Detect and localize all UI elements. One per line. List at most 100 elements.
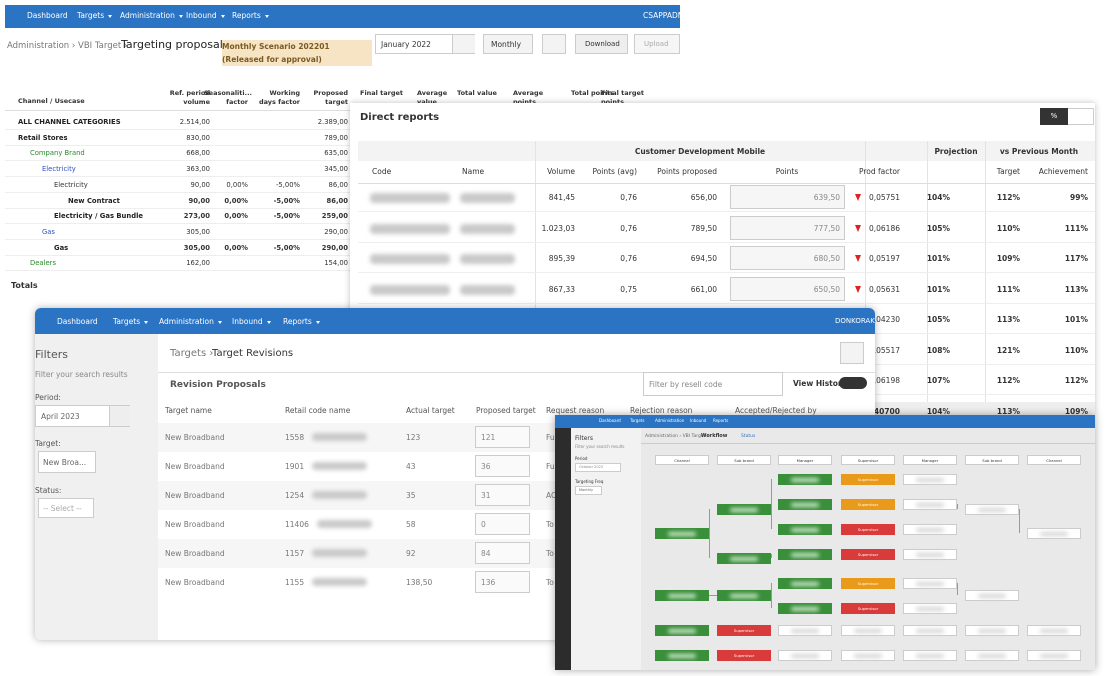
workflow-node bbox=[903, 650, 957, 661]
workflow-node: Supervisor bbox=[717, 650, 771, 661]
upload-label: Upload bbox=[644, 40, 669, 48]
caret bbox=[108, 14, 113, 18]
status-select[interactable]: -- Select -- bbox=[38, 498, 94, 518]
workflow-node bbox=[903, 578, 957, 589]
points-input[interactable] bbox=[730, 185, 845, 209]
proposed-input[interactable]: 84 bbox=[475, 542, 530, 564]
row-cell: -5,00% bbox=[273, 196, 300, 205]
proposed-input[interactable]: 136 bbox=[475, 571, 530, 593]
nav-item[interactable]: Targets bbox=[113, 317, 149, 326]
row-cell: 138,50 bbox=[406, 578, 433, 587]
row-cell: 154,00 bbox=[324, 259, 348, 268]
column-header: Name bbox=[462, 167, 485, 176]
period-input[interactable]: October 2023 bbox=[575, 463, 621, 472]
period-input[interactable]: April 2023 bbox=[35, 405, 130, 427]
nav-item[interactable]: Administration bbox=[159, 317, 222, 326]
nav-item[interactable]: Inbound bbox=[186, 11, 225, 20]
frequency-select[interactable]: Monthly bbox=[483, 34, 533, 54]
points-input[interactable] bbox=[730, 215, 845, 240]
points-input[interactable] bbox=[730, 246, 845, 270]
blurred-name bbox=[460, 193, 515, 203]
column-header: Points (avg) bbox=[592, 167, 637, 176]
workflow-node bbox=[903, 499, 957, 510]
nav-item[interactable]: Inbound bbox=[690, 418, 707, 423]
stage-header-label: Channel bbox=[674, 458, 690, 463]
column-divider bbox=[535, 141, 536, 415]
caret bbox=[217, 320, 222, 324]
blurred-code bbox=[370, 284, 450, 295]
frequency-label: Targeting Freq bbox=[575, 479, 604, 484]
frequency-select[interactable]: Monthly bbox=[575, 486, 602, 495]
upload-button[interactable]: Upload bbox=[634, 34, 680, 54]
row-cell: -5,00% bbox=[273, 243, 300, 252]
nav-item[interactable]: Targets bbox=[630, 418, 645, 423]
nav-item[interactable]: Dashboard bbox=[27, 11, 68, 20]
node-blur bbox=[1040, 654, 1068, 658]
node-blur bbox=[916, 582, 944, 586]
period-label: Period: bbox=[35, 393, 61, 402]
history-switch[interactable] bbox=[839, 377, 867, 389]
points-input[interactable] bbox=[730, 276, 845, 301]
node-label: Supervisor bbox=[857, 477, 879, 482]
proposed-value: 136 bbox=[481, 578, 496, 587]
caret bbox=[178, 14, 183, 18]
row-cell: 2.389,00 bbox=[317, 118, 348, 126]
blurred-code bbox=[312, 433, 367, 441]
stage-header-label: Sub brand bbox=[982, 458, 1002, 463]
nav-item[interactable]: Targets bbox=[77, 11, 113, 20]
column-header: Rejection reason bbox=[630, 406, 693, 415]
column-header: Points bbox=[775, 167, 799, 176]
row-divider bbox=[358, 302, 1095, 304]
nav-item[interactable]: Dashboard bbox=[57, 317, 98, 326]
download-button[interactable]: Download bbox=[575, 34, 628, 54]
workflow-node bbox=[1027, 625, 1081, 636]
blurred-code bbox=[370, 223, 450, 234]
row-cell: 1901 bbox=[285, 462, 305, 471]
proposed-input[interactable]: 36 bbox=[475, 455, 530, 477]
workflow-node bbox=[841, 625, 895, 636]
period-value: January 2022 bbox=[381, 40, 431, 49]
proposed-input[interactable]: 31 bbox=[475, 484, 530, 506]
blank-select[interactable] bbox=[542, 34, 566, 54]
nav-item[interactable]: Administration bbox=[655, 418, 685, 423]
proposed-input[interactable]: 121 bbox=[475, 426, 530, 448]
node-blur bbox=[791, 528, 819, 532]
workflow-node bbox=[965, 590, 1019, 601]
proposed-input[interactable]: 0 bbox=[475, 513, 530, 535]
row-cell: 0,05197 bbox=[868, 254, 900, 263]
row-cell: 92 bbox=[406, 549, 416, 558]
row-cell: 841,45 bbox=[548, 193, 575, 202]
row-divider bbox=[5, 129, 350, 130]
node-blur bbox=[791, 629, 819, 633]
nav-item[interactable]: Reports bbox=[713, 418, 729, 423]
column-header: Target bbox=[996, 167, 1020, 176]
nav-item[interactable]: Reports bbox=[232, 11, 269, 20]
row-cell: Fu bbox=[546, 433, 555, 442]
row-cell: 11406 bbox=[285, 520, 309, 529]
nav-item[interactable]: Reports bbox=[283, 317, 320, 326]
column-divider bbox=[865, 141, 866, 415]
toggle-knob: % bbox=[1040, 108, 1068, 125]
target-select[interactable]: New Broa... bbox=[38, 451, 96, 473]
node-blur bbox=[916, 478, 944, 482]
row-divider bbox=[5, 144, 350, 146]
workflow-node bbox=[903, 524, 957, 535]
upload-cloud-button[interactable] bbox=[840, 342, 864, 364]
node-blur bbox=[730, 594, 758, 598]
workflow-node bbox=[778, 578, 832, 589]
nav-item[interactable]: Inbound bbox=[232, 317, 271, 326]
node-blur bbox=[978, 629, 1006, 633]
row-cell: 635,00 bbox=[324, 149, 348, 158]
search-input[interactable]: Filter by resell code bbox=[643, 372, 783, 396]
row-cell: New Broadband bbox=[165, 491, 225, 500]
calendar-button[interactable] bbox=[452, 35, 475, 53]
node-blur bbox=[668, 654, 696, 658]
calendar-button[interactable] bbox=[109, 406, 130, 426]
row-divider bbox=[358, 272, 1095, 273]
period-input[interactable]: January 2022 bbox=[375, 34, 475, 54]
nav-item[interactable]: Administration bbox=[120, 11, 183, 20]
workflow-node bbox=[717, 504, 771, 515]
nav-item[interactable]: Dashboard bbox=[599, 418, 621, 423]
workflow-node bbox=[1027, 650, 1081, 661]
nav-bar bbox=[555, 415, 1095, 428]
